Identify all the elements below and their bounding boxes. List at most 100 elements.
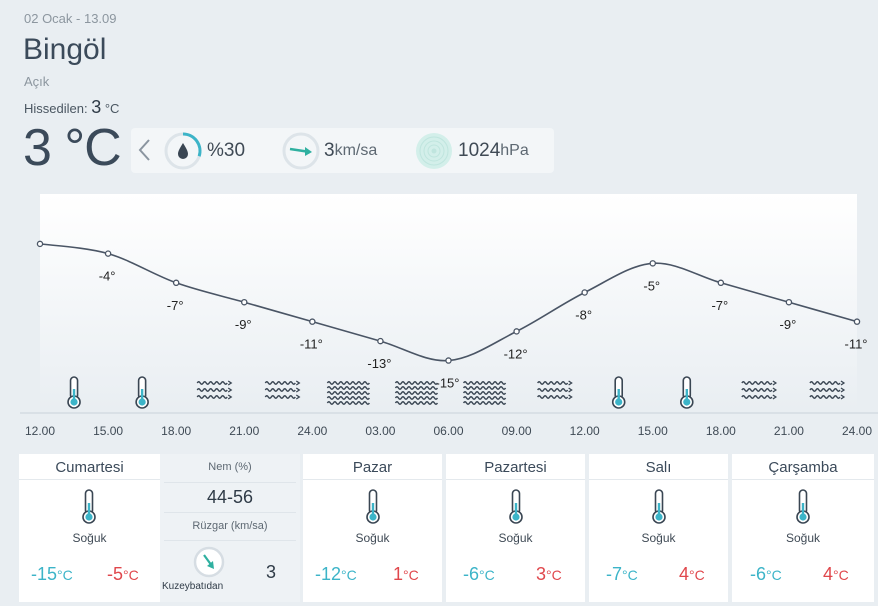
temperature-point (377, 337, 384, 345)
temperature-label: -9° (235, 317, 252, 332)
x-tick-label: 24.00 (842, 424, 872, 438)
temperature-point (172, 279, 180, 287)
temperature-point (649, 260, 657, 267)
min-temp: -6°C (463, 564, 495, 584)
thermometer-icon (611, 376, 626, 409)
min-temp: -15°C (31, 564, 73, 584)
max-temp: -5°C (107, 564, 139, 584)
feels-like: Hissedilen: 3 °C (24, 97, 119, 118)
temperature-point (853, 318, 861, 325)
x-tick-label: 15.00 (93, 424, 123, 438)
wind-direction: Kuzeybatıdan (162, 581, 224, 592)
humidity-gauge-icon (164, 132, 202, 170)
thermometer-icon (135, 376, 149, 409)
wind-icon (196, 380, 233, 400)
condition-text: Soğuk (498, 531, 533, 545)
condition-text: Soğuk (72, 531, 107, 545)
pressure-unit: hPa (500, 142, 529, 159)
x-tick-label: 24.00 (297, 424, 327, 438)
thermometer-icon (679, 376, 694, 409)
temperature-label: -4° (99, 269, 116, 284)
temperature-point (717, 279, 725, 287)
feels-value: 3 (91, 97, 102, 117)
wind-direction-icon (193, 546, 225, 578)
pressure-icon (416, 133, 452, 169)
feels-label: Hissedilen: (24, 101, 88, 116)
divider (732, 479, 874, 480)
condition-text: Soğuk (641, 531, 676, 545)
max-temp: 4°C (823, 564, 849, 584)
x-tick-label: 12.00 (25, 424, 55, 438)
temperature-label: -12° (504, 346, 528, 361)
heavy-wind-icon (394, 381, 439, 405)
wind-icon (741, 380, 778, 400)
max-temp: 1°C (393, 564, 419, 584)
chart-plot-area (40, 194, 857, 410)
divider (164, 482, 296, 483)
min-temp: -6°C (750, 564, 782, 584)
chevron-left-icon[interactable] (135, 136, 155, 164)
city-name: Bingöl (23, 33, 107, 66)
temperature-point (309, 318, 316, 325)
x-tick-label: 21.00 (774, 424, 804, 438)
temperature-label: -9° (780, 317, 797, 332)
x-tick-label: 09.00 (502, 424, 532, 438)
divider (164, 512, 296, 513)
temperature-label: -7° (711, 298, 728, 313)
humidity-label: Nem (%) (208, 461, 252, 473)
forecast-card-day5[interactable]: Çarşamba Soğuk -6°C 4°C (732, 454, 874, 602)
day-name: Pazartesi (484, 459, 547, 476)
humidity-stat: %30 (163, 131, 245, 171)
thermometer-icon (82, 489, 96, 524)
temperature-label: -15° (436, 376, 460, 391)
temperature-point (240, 298, 248, 306)
temperature-point (785, 298, 793, 306)
day-name: Cumartesi (55, 459, 124, 476)
x-tick-label: 15.00 (638, 424, 668, 438)
temperature-point (445, 357, 452, 364)
max-temp: 3°C (536, 564, 562, 584)
forecast-card-day4[interactable]: Salı Soğuk -7°C 4°C (589, 454, 728, 602)
daily-forecast: Cumartesi Soğuk -15°C -5°C Nem (%) 44-56… (19, 454, 874, 602)
min-temp: -12°C (315, 564, 357, 584)
max-temp: 4°C (679, 564, 705, 584)
thermometer-icon (652, 489, 666, 524)
temperature-point (36, 240, 44, 248)
thermometer-icon (67, 376, 81, 409)
divider (589, 479, 728, 480)
stats-bar: %30 3 km/sa 1024 hPa (131, 128, 554, 173)
forecast-card-day3[interactable]: Pazartesi Soğuk -6°C 3°C (446, 454, 585, 602)
feels-unit: °C (104, 101, 120, 116)
wind-label: Rüzgar (km/sa) (192, 520, 268, 532)
hourly-temperature-chart: -4° -7° -9° -11° -13° -15° -12° -8° -5° -7° -9° -11… (20, 194, 878, 438)
wind-icon (809, 380, 846, 400)
condition-text: Açık (24, 74, 50, 89)
wind-icon (537, 380, 573, 400)
forecast-card-day1[interactable]: Cumartesi Soğuk -15°C -5°C Nem (%) 44-56… (19, 454, 300, 602)
thermometer-icon (509, 489, 523, 524)
day-name: Pazar (352, 459, 393, 476)
heavy-wind-icon (462, 381, 507, 405)
wind-value: 3 (324, 140, 335, 161)
wind-stat: 3 km/sa (281, 131, 377, 171)
pressure-stat: 1024 hPa (414, 131, 529, 171)
divider (19, 479, 160, 480)
wind-icon (264, 380, 301, 400)
forecast-card-day2[interactable]: Pazar Soğuk -12°C 1°C (303, 454, 442, 602)
temperature-label: -11° (844, 337, 867, 352)
x-tick-label: 21.00 (229, 424, 259, 438)
temperature-label: -13° (367, 356, 391, 371)
temperature-label: -5° (643, 278, 660, 293)
temperature-point (581, 289, 588, 296)
day-name: Çarşamba (768, 459, 838, 476)
thermometer-icon (366, 489, 380, 524)
divider (164, 540, 296, 541)
x-tick-label: 18.00 (161, 424, 191, 438)
date-time: 02 Ocak - 13.09 (24, 11, 117, 26)
x-tick-label: 12.00 (570, 424, 600, 438)
min-temp: -7°C (606, 564, 638, 584)
day-detail-panel: Nem (%) 44-56 Rüzgar (km/sa) Kuzeybatıda… (160, 454, 300, 602)
wind-unit: km/sa (334, 142, 378, 159)
temperature-point (104, 250, 112, 257)
divider (303, 479, 442, 480)
